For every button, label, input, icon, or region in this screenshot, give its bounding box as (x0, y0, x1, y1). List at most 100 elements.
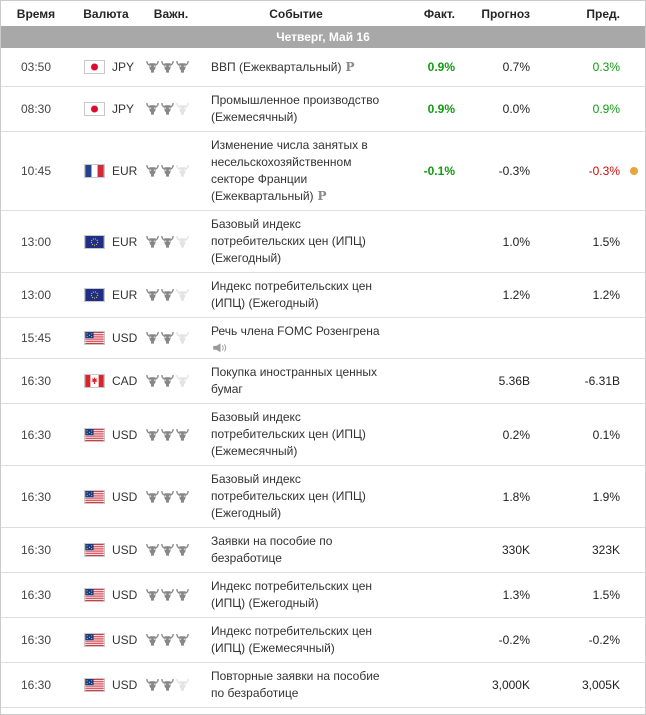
col-header-event: Событие (269, 6, 323, 21)
event-link[interactable]: Изменение числа занятых в несельскохозяй… (211, 138, 368, 203)
event-time: 15:45 (20, 331, 52, 345)
bull-icon (176, 589, 189, 601)
event-link[interactable]: Покупка иностранных ценных бумаг (211, 365, 378, 396)
currency-flag-icon (84, 427, 105, 442)
preliminary-marker-icon: P (317, 189, 327, 203)
bull-icon (176, 428, 189, 441)
event-cell: Речь члена FOMC Розенгрена (201, 323, 391, 353)
bull-icon (146, 589, 159, 601)
event-link[interactable]: Базовый индекс потребительских цен (ИПЦ)… (211, 217, 366, 265)
event-cell: Базовый индекс потребительских цен (ИПЦ)… (201, 471, 391, 522)
currency-flag-icon (84, 588, 105, 602)
event-link[interactable]: Речь члена FOMC Розенгрена (211, 324, 380, 338)
importance-bulls (141, 235, 201, 248)
currency-code: USD (112, 588, 138, 602)
event-row[interactable]: 16:30 USD Индекс потребительских цен (ИП… (1, 617, 645, 662)
event-row[interactable]: 03:50 JPY ВВП (Ежеквартальный) P 0.9% 0.7… (1, 48, 645, 86)
event-link[interactable]: Индекс потребительских цен (ИПЦ) (Ежегод… (211, 279, 373, 310)
event-link[interactable]: Промышленное производство (Ежемесячный) (211, 93, 380, 124)
bull-icon (176, 332, 189, 344)
event-time: 10:45 (20, 164, 52, 178)
event-inner: Индекс потребительских цен (ИПЦ) (Ежегод… (211, 579, 372, 610)
date-header: Четверг, Май 16 (1, 26, 645, 48)
bull-icon (176, 103, 189, 115)
actual-value: -0.1% (423, 164, 455, 178)
forecast-value: 0.7% (502, 60, 530, 74)
currency-cell: USD (71, 543, 141, 557)
bull-icon (161, 679, 174, 691)
event-cell: Базовый индекс потребительских цен (ИПЦ)… (201, 409, 391, 460)
importance-bulls (141, 490, 201, 503)
alert-cell (623, 167, 645, 175)
currency-cell: JPY (71, 102, 141, 116)
bull-icon (176, 165, 189, 177)
event-link[interactable]: Индекс потребительских цен (ИПЦ) (Ежегод… (211, 579, 373, 610)
event-cell: Изменение числа занятых в несельскохозяй… (201, 137, 391, 205)
event-time: 13:00 (20, 288, 52, 302)
importance-bulls (141, 375, 201, 387)
alert-dot-icon[interactable] (630, 167, 638, 175)
previous-value: 3,005K (581, 678, 620, 692)
event-link[interactable]: Повторные заявки на пособие по безработи… (211, 669, 380, 700)
bull-icon (146, 428, 159, 441)
currency-flag-icon (84, 633, 105, 647)
event-link[interactable]: Базовый индекс потребительских цен (ИПЦ)… (211, 472, 366, 520)
event-cell: ВВП (Ежеквартальный) P (201, 59, 391, 76)
previous-value: -6.31B (584, 374, 620, 388)
event-row[interactable]: 16:30 USD Заявки на пособие по безработи… (1, 527, 645, 572)
event-row[interactable]: 16:30 USD Индекс потребительских цен (ИП… (1, 572, 645, 617)
event-row[interactable]: 16:30 USD Базовый индекс потребительских… (1, 465, 645, 527)
event-row[interactable]: 10:45 EUR Изменение числа занятых в несе… (1, 131, 645, 210)
event-link[interactable]: Заявки на пособие по безработице (211, 534, 333, 565)
event-row[interactable]: 16:30 USD Повторные заявки на пособие по… (1, 662, 645, 707)
bull-icon (146, 103, 159, 115)
bull-icon (176, 289, 189, 301)
event-row[interactable]: 16:30 USD Базовый индекс потребительских… (1, 403, 645, 465)
importance-bulls (141, 634, 201, 646)
event-link[interactable]: ВВП (Ежеквартальный) (211, 59, 342, 74)
currency-flag-icon (84, 288, 105, 302)
currency-cell: EUR (71, 288, 141, 302)
col-header-previous: Пред. (586, 6, 620, 21)
actual-value: 0.9% (427, 102, 455, 116)
currency-code: USD (112, 489, 138, 504)
event-link[interactable]: Индекс потребительских цен (ИПЦ) (Ежемес… (211, 624, 373, 655)
event-row[interactable]: 15:45 USD Речь члена FOMC Розенгрена (1, 317, 645, 358)
event-inner: Индекс потребительских цен (ИПЦ) (Ежемес… (211, 624, 372, 655)
event-cell: Индекс потребительских цен (ИПЦ) (Ежегод… (201, 278, 391, 312)
event-time: 16:30 (20, 633, 52, 647)
previous-value: 1.2% (592, 288, 620, 302)
bull-icon (146, 679, 159, 691)
bull-icon (161, 589, 174, 601)
currency-flag-icon (84, 164, 105, 178)
forecast-value: 0.2% (502, 427, 530, 442)
bull-icon (146, 165, 159, 177)
currency-code: USD (112, 678, 138, 692)
bull-icon (161, 332, 174, 344)
previous-value: 0.3% (592, 60, 620, 74)
previous-value: 1.5% (592, 234, 620, 249)
previous-value: 323K (591, 543, 620, 557)
currency-cell: USD (71, 588, 141, 602)
col-header-currency: Валюта (83, 6, 129, 21)
event-time: 03:50 (20, 60, 52, 74)
bull-icon (146, 375, 159, 387)
event-row[interactable]: 08:30 JPY Промышленное производство (Еже… (1, 86, 645, 131)
currency-code: EUR (112, 288, 138, 302)
event-time: 16:30 (20, 427, 52, 442)
event-row[interactable]: 13:00 EUR Индекс потребительских цен (ИП… (1, 272, 645, 317)
importance-bulls (141, 289, 201, 301)
bull-icon (161, 634, 174, 646)
col-header-forecast: Прогноз (481, 6, 530, 21)
forecast-value: 5.36B (498, 374, 530, 388)
forecast-value: -0.2% (498, 633, 530, 647)
importance-bulls (141, 679, 201, 691)
bull-icon (146, 634, 159, 646)
currency-code: JPY (112, 102, 135, 116)
bull-icon (146, 544, 159, 556)
event-link[interactable]: Базовый индекс потребительских цен (ИПЦ)… (211, 410, 366, 458)
bull-icon (161, 375, 174, 387)
event-row[interactable]: 16:30 CAD Покупка иностранных ценных бум… (1, 358, 645, 403)
event-row[interactable]: 13:00 EUR Базовый индекс потребительских… (1, 210, 645, 272)
